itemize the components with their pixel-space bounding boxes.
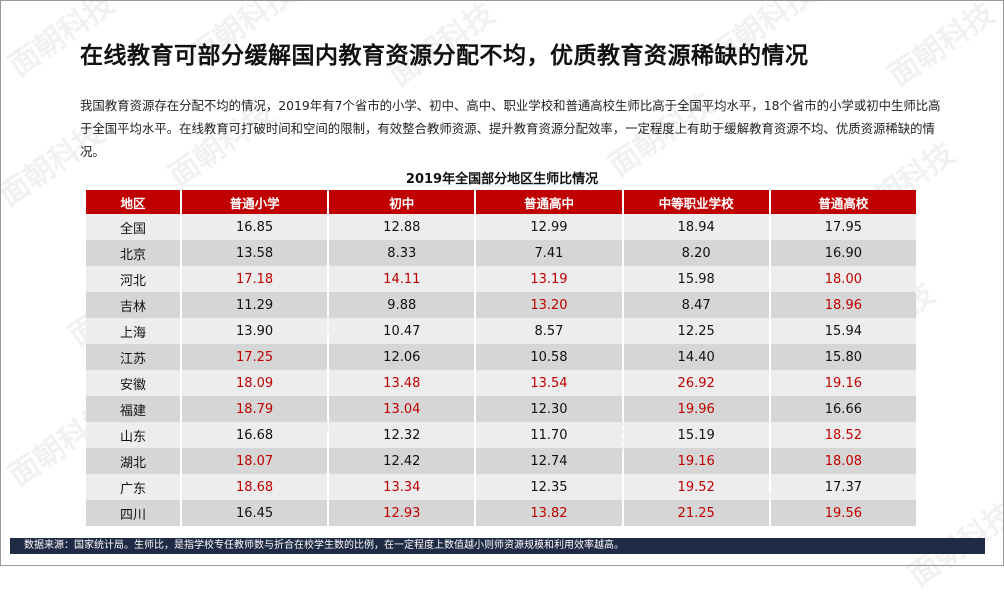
header-senior-high: 普通高中 xyxy=(476,190,622,214)
ratio-cell: 7.41 xyxy=(476,240,622,266)
ratio-cell: 13.90 xyxy=(182,318,328,344)
table-title: 2019年全国部分地区生师比情况 xyxy=(405,172,599,187)
ratio-cell: 16.45 xyxy=(182,500,328,526)
ratio-cell: 26.92 xyxy=(623,370,769,396)
ratio-cell: 18.79 xyxy=(182,396,328,422)
region-cell: 福建 xyxy=(86,396,180,422)
ratio-cell: 12.25 xyxy=(623,318,769,344)
ratio-cell: 12.06 xyxy=(329,344,475,370)
table-row: 上海 13.90 10.47 8.57 12.25 15.94 xyxy=(86,318,916,344)
ratio-cell: 13.58 xyxy=(182,240,328,266)
ratio-cell: 8.33 xyxy=(329,240,475,266)
ratio-cell: 12.32 xyxy=(329,422,475,448)
ratio-cell: 18.08 xyxy=(770,448,916,474)
source-footer: 数据来源：国家统计局。生师比，是指学校专任教师数与折合在校学生数的比例，在一定程… xyxy=(10,538,985,554)
ratio-cell: 19.16 xyxy=(770,370,916,396)
student-teacher-ratio-table: 地区 普通小学 初中 普通高中 中等职业学校 普通高校 全国 16.85 12.88… xyxy=(84,190,918,526)
region-cell: 广东 xyxy=(86,474,180,500)
ratio-cell: 8.20 xyxy=(623,240,769,266)
region-cell: 山东 xyxy=(86,422,180,448)
ratio-cell: 16.90 xyxy=(770,240,916,266)
ratio-cell: 13.48 xyxy=(329,370,475,396)
region-cell: 安徽 xyxy=(86,370,180,396)
table-row: 四川 16.45 12.93 13.82 21.25 19.56 xyxy=(86,500,916,526)
header-region: 地区 xyxy=(86,190,180,214)
table-header-row: 地区 普通小学 初中 普通高中 中等职业学校 普通高校 xyxy=(86,190,916,214)
ratio-cell: 13.04 xyxy=(329,396,475,422)
ratio-cell: 19.16 xyxy=(623,448,769,474)
ratio-cell: 21.25 xyxy=(623,500,769,526)
ratio-cell: 16.66 xyxy=(770,396,916,422)
ratio-cell: 11.70 xyxy=(476,422,622,448)
ratio-cell: 13.20 xyxy=(476,292,622,318)
region-cell: 河北 xyxy=(86,266,180,292)
ratio-cell: 12.88 xyxy=(329,214,475,240)
intro-paragraph: 我国教育资源存在分配不均的情况，2019年有7个省市的小学、初中、高中、职业学校… xyxy=(80,98,941,159)
ratio-cell: 19.52 xyxy=(623,474,769,500)
ratio-cell: 19.96 xyxy=(623,396,769,422)
region-cell: 吉林 xyxy=(86,292,180,318)
region-cell: 全国 xyxy=(86,214,180,240)
ratio-cell: 15.19 xyxy=(623,422,769,448)
table-row: 安徽 18.09 13.48 13.54 26.92 19.16 xyxy=(86,370,916,396)
ratio-cell: 8.57 xyxy=(476,318,622,344)
table-row: 山东 16.68 12.32 11.70 15.19 18.52 xyxy=(86,422,916,448)
table-row: 吉林 11.29 9.88 13.20 8.47 18.96 xyxy=(86,292,916,318)
ratio-cell: 16.68 xyxy=(182,422,328,448)
table-row: 河北 17.18 14.11 13.19 15.98 18.00 xyxy=(86,266,916,292)
ratio-cell: 18.68 xyxy=(182,474,328,500)
ratio-cell: 12.93 xyxy=(329,500,475,526)
ratio-cell: 9.88 xyxy=(329,292,475,318)
table-row: 北京 13.58 8.33 7.41 8.20 16.90 xyxy=(86,240,916,266)
ratio-cell: 15.94 xyxy=(770,318,916,344)
ratio-cell: 18.94 xyxy=(623,214,769,240)
region-cell: 湖北 xyxy=(86,448,180,474)
ratio-cell: 12.35 xyxy=(476,474,622,500)
header-vocational-school: 中等职业学校 xyxy=(623,190,769,214)
ratio-cell: 15.98 xyxy=(623,266,769,292)
header-primary-school: 普通小学 xyxy=(182,190,328,214)
table-row: 广东 18.68 13.34 12.35 19.52 17.37 xyxy=(86,474,916,500)
ratio-cell: 8.47 xyxy=(623,292,769,318)
region-cell: 北京 xyxy=(86,240,180,266)
region-cell: 上海 xyxy=(86,318,180,344)
slide-title: 在线教育可部分缓解国内教育资源分配不均，优质教育资源稀缺的情况 xyxy=(80,43,809,69)
ratio-cell: 18.07 xyxy=(182,448,328,474)
ratio-cell: 12.30 xyxy=(476,396,622,422)
ratio-cell: 15.80 xyxy=(770,344,916,370)
table-row: 湖北 18.07 12.42 12.74 19.16 18.08 xyxy=(86,448,916,474)
ratio-cell: 19.56 xyxy=(770,500,916,526)
ratio-cell: 14.11 xyxy=(329,266,475,292)
header-junior-high: 初中 xyxy=(329,190,475,214)
ratio-cell: 18.96 xyxy=(770,292,916,318)
ratio-cell: 18.00 xyxy=(770,266,916,292)
ratio-cell: 12.74 xyxy=(476,448,622,474)
ratio-cell: 10.47 xyxy=(329,318,475,344)
ratio-cell: 12.42 xyxy=(329,448,475,474)
ratio-cell: 18.09 xyxy=(182,370,328,396)
region-cell: 四川 xyxy=(86,500,180,526)
ratio-cell: 17.37 xyxy=(770,474,916,500)
ratio-cell: 13.54 xyxy=(476,370,622,396)
ratio-cell: 13.82 xyxy=(476,500,622,526)
ratio-cell: 18.52 xyxy=(770,422,916,448)
ratio-cell: 12.99 xyxy=(476,214,622,240)
region-cell: 江苏 xyxy=(86,344,180,370)
table-row: 福建 18.79 13.04 12.30 19.96 16.66 xyxy=(86,396,916,422)
ratio-cell: 11.29 xyxy=(182,292,328,318)
table-row: 全国 16.85 12.88 12.99 18.94 17.95 xyxy=(86,214,916,240)
table-row: 江苏 17.25 12.06 10.58 14.40 15.80 xyxy=(86,344,916,370)
ratio-cell: 17.95 xyxy=(770,214,916,240)
ratio-cell: 17.25 xyxy=(182,344,328,370)
ratio-cell: 10.58 xyxy=(476,344,622,370)
header-university: 普通高校 xyxy=(770,190,916,214)
ratio-cell: 13.19 xyxy=(476,266,622,292)
ratio-cell: 17.18 xyxy=(182,266,328,292)
ratio-cell: 14.40 xyxy=(623,344,769,370)
ratio-cell: 13.34 xyxy=(329,474,475,500)
ratio-cell: 16.85 xyxy=(182,214,328,240)
